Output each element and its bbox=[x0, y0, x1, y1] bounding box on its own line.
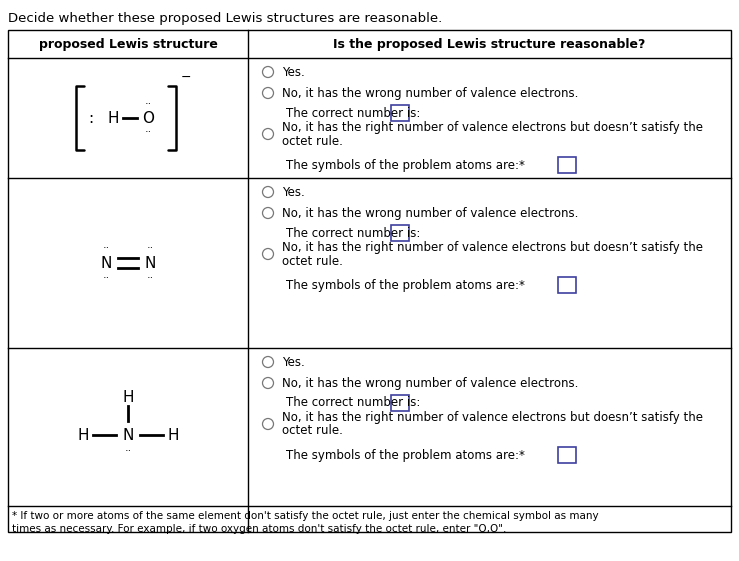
Text: ··: ·· bbox=[146, 243, 154, 253]
Bar bbox=[391, 395, 409, 411]
Text: octet rule.: octet rule. bbox=[282, 255, 343, 268]
Text: The symbols of the problem atoms are:*: The symbols of the problem atoms are:* bbox=[286, 278, 525, 292]
Text: −: − bbox=[181, 71, 191, 84]
Text: Decide whether these proposed Lewis structures are reasonable.: Decide whether these proposed Lewis stru… bbox=[8, 12, 442, 25]
Text: octet rule.: octet rule. bbox=[282, 425, 343, 438]
Text: N: N bbox=[144, 255, 156, 270]
Text: times as necessary. For example, if two oxygen atoms don't satisfy the octet rul: times as necessary. For example, if two … bbox=[12, 524, 506, 534]
Text: :: : bbox=[89, 111, 94, 126]
Text: proposed Lewis structure: proposed Lewis structure bbox=[38, 38, 217, 50]
Text: H: H bbox=[78, 427, 89, 443]
Text: The correct number is:: The correct number is: bbox=[286, 107, 420, 119]
Text: No, it has the wrong number of valence electrons.: No, it has the wrong number of valence e… bbox=[282, 376, 579, 389]
Text: The symbols of the problem atoms are:*: The symbols of the problem atoms are:* bbox=[286, 159, 525, 172]
Bar bbox=[558, 447, 576, 463]
Text: No, it has the wrong number of valence electrons.: No, it has the wrong number of valence e… bbox=[282, 206, 579, 219]
Text: N: N bbox=[123, 427, 134, 443]
Text: No, it has the right number of valence electrons but doesn’t satisfy the: No, it has the right number of valence e… bbox=[282, 121, 703, 134]
Text: N: N bbox=[101, 255, 112, 270]
Text: * If two or more atoms of the same element don't satisfy the octet rule, just en: * If two or more atoms of the same eleme… bbox=[12, 511, 599, 521]
Text: No, it has the right number of valence electrons but doesn’t satisfy the: No, it has the right number of valence e… bbox=[282, 411, 703, 424]
Text: Yes.: Yes. bbox=[282, 356, 304, 369]
Text: No, it has the wrong number of valence electrons.: No, it has the wrong number of valence e… bbox=[282, 86, 579, 99]
Text: Is the proposed Lewis structure reasonable?: Is the proposed Lewis structure reasonab… bbox=[333, 38, 646, 50]
Text: The correct number is:: The correct number is: bbox=[286, 397, 420, 410]
Text: H: H bbox=[167, 427, 179, 443]
Text: Yes.: Yes. bbox=[282, 186, 304, 199]
Text: O: O bbox=[142, 111, 154, 126]
Text: ··: ·· bbox=[144, 99, 151, 109]
Text: ··: ·· bbox=[144, 127, 151, 137]
Bar bbox=[558, 157, 576, 173]
Text: H: H bbox=[122, 389, 134, 404]
Text: No, it has the right number of valence electrons but doesn’t satisfy the: No, it has the right number of valence e… bbox=[282, 241, 703, 254]
Text: Yes.: Yes. bbox=[282, 66, 304, 79]
Text: The symbols of the problem atoms are:*: The symbols of the problem atoms are:* bbox=[286, 448, 525, 462]
Text: ··: ·· bbox=[103, 243, 109, 253]
Text: ··: ·· bbox=[146, 273, 154, 283]
Text: H: H bbox=[107, 111, 119, 126]
Bar bbox=[391, 105, 409, 121]
Bar bbox=[8, 30, 731, 532]
Bar bbox=[391, 225, 409, 241]
Text: octet rule.: octet rule. bbox=[282, 135, 343, 148]
Bar bbox=[558, 277, 576, 293]
Text: ··: ·· bbox=[124, 446, 132, 456]
Text: The correct number is:: The correct number is: bbox=[286, 227, 420, 240]
Text: ··: ·· bbox=[103, 273, 109, 283]
